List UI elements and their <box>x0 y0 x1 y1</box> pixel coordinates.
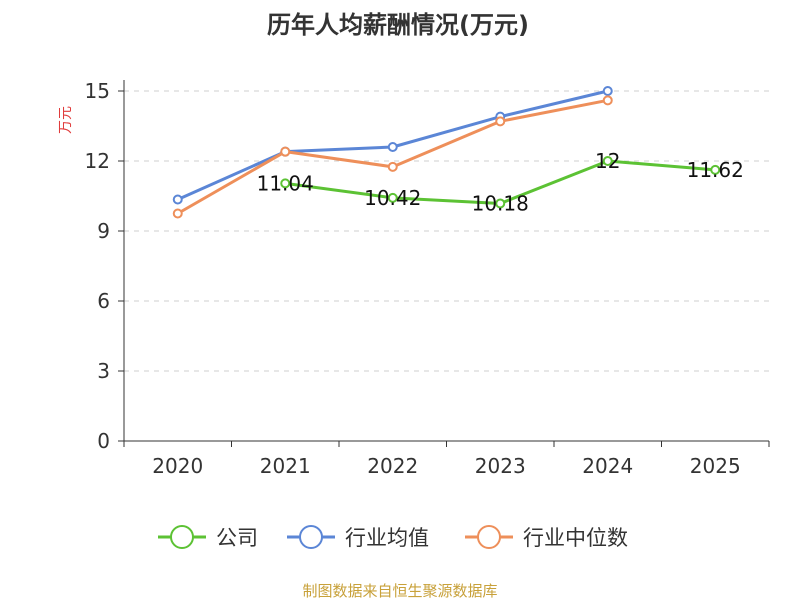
data-point <box>602 95 613 106</box>
legend-item[interactable]: 行业中位数 <box>465 525 628 550</box>
x-tick-label: 2024 <box>582 454 633 478</box>
legend-label: 公司 <box>216 526 258 550</box>
source-note: 制图数据来自恒生聚源数据库 <box>302 582 497 600</box>
data-labels: 11.04 10.42 10.18 12 11.62 <box>257 149 744 215</box>
legend-item[interactable]: 公司 <box>158 525 258 550</box>
x-tick-label: 2023 <box>475 454 526 478</box>
y-tick-label: 15 <box>85 79 110 103</box>
legend-label: 行业中位数 <box>523 526 628 550</box>
series-layer <box>172 86 721 219</box>
data-label: 12 <box>595 149 620 173</box>
y-tick-label: 6 <box>97 289 110 313</box>
x-tick-label: 2025 <box>690 454 741 478</box>
legend: 公司 行业均值 行业中位数 <box>158 525 628 550</box>
data-point <box>495 198 506 209</box>
data-point <box>280 146 291 157</box>
y-tick-label: 9 <box>97 219 110 243</box>
y-tick-label: 0 <box>97 429 110 453</box>
data-point <box>602 156 613 166</box>
data-point <box>387 161 398 172</box>
gridlines <box>124 90 769 372</box>
data-point <box>387 192 398 203</box>
y-axis-unit-label: 万元 <box>58 106 74 134</box>
data-point <box>495 116 506 127</box>
legend-swatch-marker <box>299 525 323 549</box>
legend-swatch-marker <box>170 525 194 549</box>
data-point <box>280 178 291 189</box>
data-point <box>387 142 398 152</box>
data-label: 10.18 <box>472 191 529 215</box>
legend-label: 行业均值 <box>345 526 429 550</box>
y-tick-label: 12 <box>85 149 110 173</box>
data-point <box>602 86 613 96</box>
x-tick-label: 2021 <box>260 454 311 478</box>
chart-title: 历年人均薪酬情况(万元) <box>267 11 529 39</box>
data-point <box>172 194 183 205</box>
y-axis-ticks: 0 3 6 9 12 15 <box>85 79 124 453</box>
data-point <box>172 208 183 219</box>
data-label: 10.42 <box>364 186 421 210</box>
legend-item[interactable]: 行业均值 <box>287 525 429 550</box>
data-label: 11.62 <box>687 158 744 182</box>
y-tick-label: 3 <box>97 359 110 383</box>
data-label: 11.04 <box>257 171 314 195</box>
x-tick-label: 2020 <box>152 454 203 478</box>
axes <box>123 80 769 442</box>
x-axis-ticks: 2020 2021 2022 2023 2024 2025 <box>123 441 770 478</box>
x-tick-label: 2022 <box>367 454 418 478</box>
data-point <box>710 164 721 175</box>
legend-swatch-marker <box>477 525 501 549</box>
